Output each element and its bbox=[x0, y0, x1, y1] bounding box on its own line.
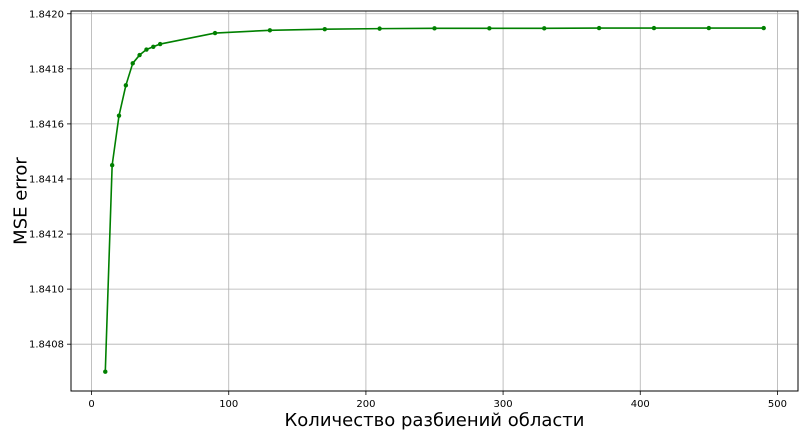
y-tick-label: 1.8420 bbox=[29, 9, 64, 20]
data-point bbox=[596, 25, 602, 31]
grid-layer bbox=[71, 11, 798, 391]
y-tick-label: 1.8408 bbox=[29, 340, 64, 351]
data-point bbox=[377, 26, 382, 31]
data-point bbox=[123, 83, 129, 88]
data-point bbox=[267, 28, 273, 33]
x-tick-label: 500 bbox=[768, 399, 787, 410]
data-point bbox=[322, 26, 327, 32]
y-tick-label: 1.8416 bbox=[29, 119, 64, 130]
y-tick-label: 1.8414 bbox=[29, 174, 64, 185]
data-point bbox=[761, 25, 766, 31]
series-layer bbox=[103, 25, 766, 374]
y-tick-label: 1.8418 bbox=[29, 64, 64, 75]
series-line bbox=[104, 27, 764, 372]
data-point bbox=[144, 47, 149, 52]
data-point bbox=[487, 26, 492, 31]
data-point bbox=[103, 369, 108, 374]
tick-layer: 0 100 200 300 400 500 1.8408 1.8410 1.8412 1.8414… bbox=[29, 9, 787, 410]
data-point bbox=[151, 44, 156, 49]
y-axis-label: MSE error bbox=[10, 157, 31, 245]
data-point bbox=[157, 41, 163, 47]
x-tick-label: 400 bbox=[631, 399, 650, 410]
plot-area-frame bbox=[70, 10, 799, 392]
data-point bbox=[706, 25, 712, 31]
data-point bbox=[109, 163, 115, 168]
x-tick-label: 200 bbox=[356, 399, 375, 410]
x-tick-label: 300 bbox=[494, 399, 513, 410]
x-axis-label: Количество разбиений области bbox=[285, 410, 585, 431]
data-point bbox=[651, 25, 657, 31]
x-tick-label: 0 bbox=[88, 399, 94, 410]
data-point bbox=[212, 30, 218, 36]
data-point bbox=[130, 61, 135, 66]
data-point bbox=[116, 113, 122, 118]
y-tick-label: 1.8410 bbox=[29, 285, 64, 296]
x-tick-label: 100 bbox=[219, 399, 238, 410]
y-tick-label: 1.8412 bbox=[29, 230, 64, 241]
data-point bbox=[137, 52, 142, 58]
data-point bbox=[542, 26, 547, 31]
data-point bbox=[432, 26, 437, 31]
